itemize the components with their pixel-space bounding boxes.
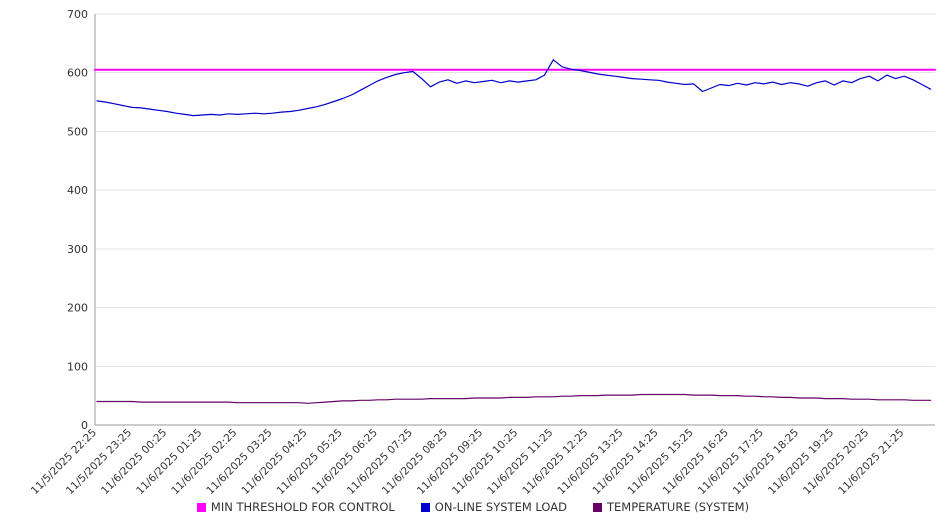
- svg-text:500: 500: [67, 125, 88, 138]
- svg-text:11/5/2025 23:25: 11/5/2025 23:25: [64, 427, 134, 494]
- svg-text:11/6/2025 21:25: 11/6/2025 21:25: [836, 427, 906, 494]
- svg-text:11/6/2025 00:25: 11/6/2025 00:25: [99, 427, 169, 494]
- svg-text:11/6/2025 02:25: 11/6/2025 02:25: [169, 427, 239, 494]
- legend-item-temperature: TEMPERATURE (SYSTEM): [593, 500, 749, 514]
- legend-swatch-temperature-icon: [593, 502, 602, 512]
- svg-text:200: 200: [67, 302, 88, 315]
- svg-text:11/6/2025 06:25: 11/6/2025 06:25: [310, 427, 380, 494]
- svg-text:11/6/2025 05:25: 11/6/2025 05:25: [275, 427, 345, 494]
- legend-item-online-system-load: ON-LINE SYSTEM LOAD: [420, 500, 567, 514]
- svg-text:11/6/2025 19:25: 11/6/2025 19:25: [766, 427, 836, 494]
- svg-text:11/6/2025 10:25: 11/6/2025 10:25: [450, 427, 520, 494]
- svg-text:11/6/2025 13:25: 11/6/2025 13:25: [555, 427, 625, 494]
- svg-text:300: 300: [67, 243, 88, 256]
- gridlines: [95, 13, 935, 367]
- series-online-system-load-line: [96, 59, 932, 117]
- svg-text:11/6/2025 16:25: 11/6/2025 16:25: [661, 427, 731, 494]
- legend-swatch-min-threshold-icon: [196, 502, 206, 512]
- svg-text:11/6/2025 15:25: 11/6/2025 15:25: [626, 427, 696, 494]
- svg-text:11/6/2025 17:25: 11/6/2025 17:25: [696, 427, 766, 494]
- svg-text:11/6/2025 18:25: 11/6/2025 18:25: [731, 427, 801, 494]
- axis-lines: [94, 14, 935, 426]
- svg-text:11/6/2025 01:25: 11/6/2025 01:25: [134, 427, 204, 494]
- svg-text:11/6/2025 03:25: 11/6/2025 03:25: [204, 427, 274, 494]
- svg-text:11/6/2025 09:25: 11/6/2025 09:25: [415, 427, 485, 494]
- legend-label-online-system-load: ON-LINE SYSTEM LOAD: [434, 500, 567, 514]
- svg-text:11/5/2025 22:25: 11/5/2025 22:25: [29, 427, 99, 494]
- svg-text:11/6/2025 07:25: 11/6/2025 07:25: [345, 427, 415, 494]
- y-axis-labels: 0 100 200 300 400 500 600 700: [67, 8, 88, 432]
- legend-swatch-online-system-load-icon: [420, 502, 430, 512]
- svg-text:0: 0: [81, 419, 88, 432]
- svg-text:11/6/2025 20:25: 11/6/2025 20:25: [801, 427, 871, 494]
- legend: MIN THRESHOLD FOR CONTROL ON-LINE SYSTEM…: [0, 492, 946, 522]
- svg-text:11/6/2025 12:25: 11/6/2025 12:25: [520, 427, 590, 494]
- svg-text:11/6/2025 04:25: 11/6/2025 04:25: [239, 427, 309, 494]
- series-temperature-line: [96, 393, 932, 404]
- svg-text:11/6/2025 11:25: 11/6/2025 11:25: [485, 427, 555, 494]
- legend-item-min-threshold: MIN THRESHOLD FOR CONTROL: [196, 500, 395, 514]
- svg-text:700: 700: [67, 8, 88, 21]
- svg-text:11/6/2025 08:25: 11/6/2025 08:25: [380, 427, 450, 494]
- svg-text:100: 100: [67, 360, 88, 373]
- svg-text:400: 400: [67, 184, 88, 197]
- legend-label-temperature: TEMPERATURE (SYSTEM): [607, 500, 750, 514]
- svg-text:11/6/2025 14:25: 11/6/2025 14:25: [590, 427, 660, 494]
- svg-text:600: 600: [67, 67, 88, 80]
- legend-label-min-threshold: MIN THRESHOLD FOR CONTROL: [210, 500, 395, 514]
